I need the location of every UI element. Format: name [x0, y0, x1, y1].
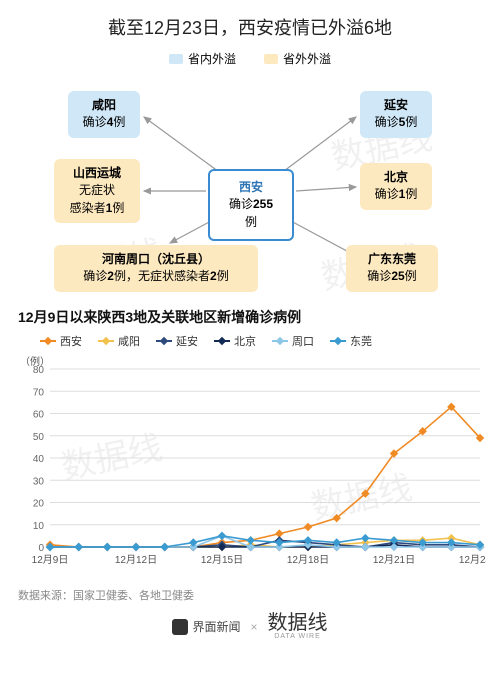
brand-datawire-label: 数据线	[268, 613, 328, 633]
brand-jiemian-label: 界面新闻	[192, 618, 240, 635]
node-beijing: 北京确诊1例	[360, 163, 432, 210]
node-yanan: 延安确诊5例	[360, 91, 432, 138]
svg-text:30: 30	[33, 476, 45, 487]
svg-text:80: 80	[33, 365, 45, 376]
chart-svg: 0 10 20 30 40 50 60 70 80 12月9日 12月12日 12月15日 12月18日…	[14, 351, 486, 581]
legend-series: 北京	[214, 333, 256, 349]
brand-datawire: 数据线 DATA WIRE	[268, 613, 328, 640]
center-node-xian: 西安确诊255例	[208, 169, 294, 241]
legend-item: 省内外溢	[169, 50, 236, 67]
svg-text:20: 20	[33, 499, 45, 510]
node-yuncheng: 山西运城无症状感染者1例	[54, 159, 140, 223]
svg-text:10: 10	[33, 521, 45, 532]
chart-title: 12月9日以来陕西3地及关联地区新增确诊病例	[0, 303, 500, 333]
spread-diagram: 西安确诊255例 咸阳确诊4例 延安确诊5例山西运城无症状感染者1例 北京确诊1例河南…	[10, 73, 490, 303]
data-source: 数据来源：国家卫健委、各地卫健委	[0, 581, 500, 603]
brand-jiemian: 界面新闻	[172, 618, 240, 635]
legend-series: 东莞	[330, 333, 372, 349]
footer-separator: ×	[251, 620, 258, 634]
legend-series: 周口	[272, 333, 314, 349]
svg-text:0: 0	[38, 543, 44, 554]
node-xianyang: 咸阳确诊4例	[68, 91, 140, 138]
footer: 界面新闻 × 数据线 DATA WIRE	[0, 603, 500, 646]
legend-item: 省外外溢	[264, 50, 331, 67]
diagram-legend: 省内外溢 省外外溢	[0, 50, 500, 67]
node-zhoukou: 河南周口（沈丘县）确诊2例，无症状感染者2例	[54, 245, 258, 292]
svg-text:12月9日: 12月9日	[32, 554, 69, 566]
chart-legend: 西安咸阳延安北京周口东莞	[0, 333, 500, 351]
svg-text:60: 60	[33, 410, 45, 421]
legend-series: 咸阳	[98, 333, 140, 349]
node-dongguan: 广东东莞确诊25例	[346, 245, 438, 292]
page-title: 截至12月23日，西安疫情已外溢6地	[0, 0, 500, 50]
svg-text:70: 70	[33, 387, 45, 398]
legend-series: 西安	[40, 333, 82, 349]
svg-text:12月12日: 12月12日	[115, 554, 157, 566]
svg-text:40: 40	[33, 454, 45, 465]
svg-text:12月15日: 12月15日	[201, 554, 243, 566]
brand-jiemian-icon	[172, 619, 188, 635]
legend-series: 延安	[156, 333, 198, 349]
svg-text:50: 50	[33, 432, 45, 443]
svg-text:12月21日: 12月21日	[373, 554, 415, 566]
svg-text:12月24日: 12月24日	[459, 554, 486, 566]
svg-text:12月18日: 12月18日	[287, 554, 329, 566]
brand-datawire-sub: DATA WIRE	[274, 633, 320, 640]
line-chart: （例） 0102030405060708012月9日12月12日12月15日12…	[14, 351, 486, 581]
